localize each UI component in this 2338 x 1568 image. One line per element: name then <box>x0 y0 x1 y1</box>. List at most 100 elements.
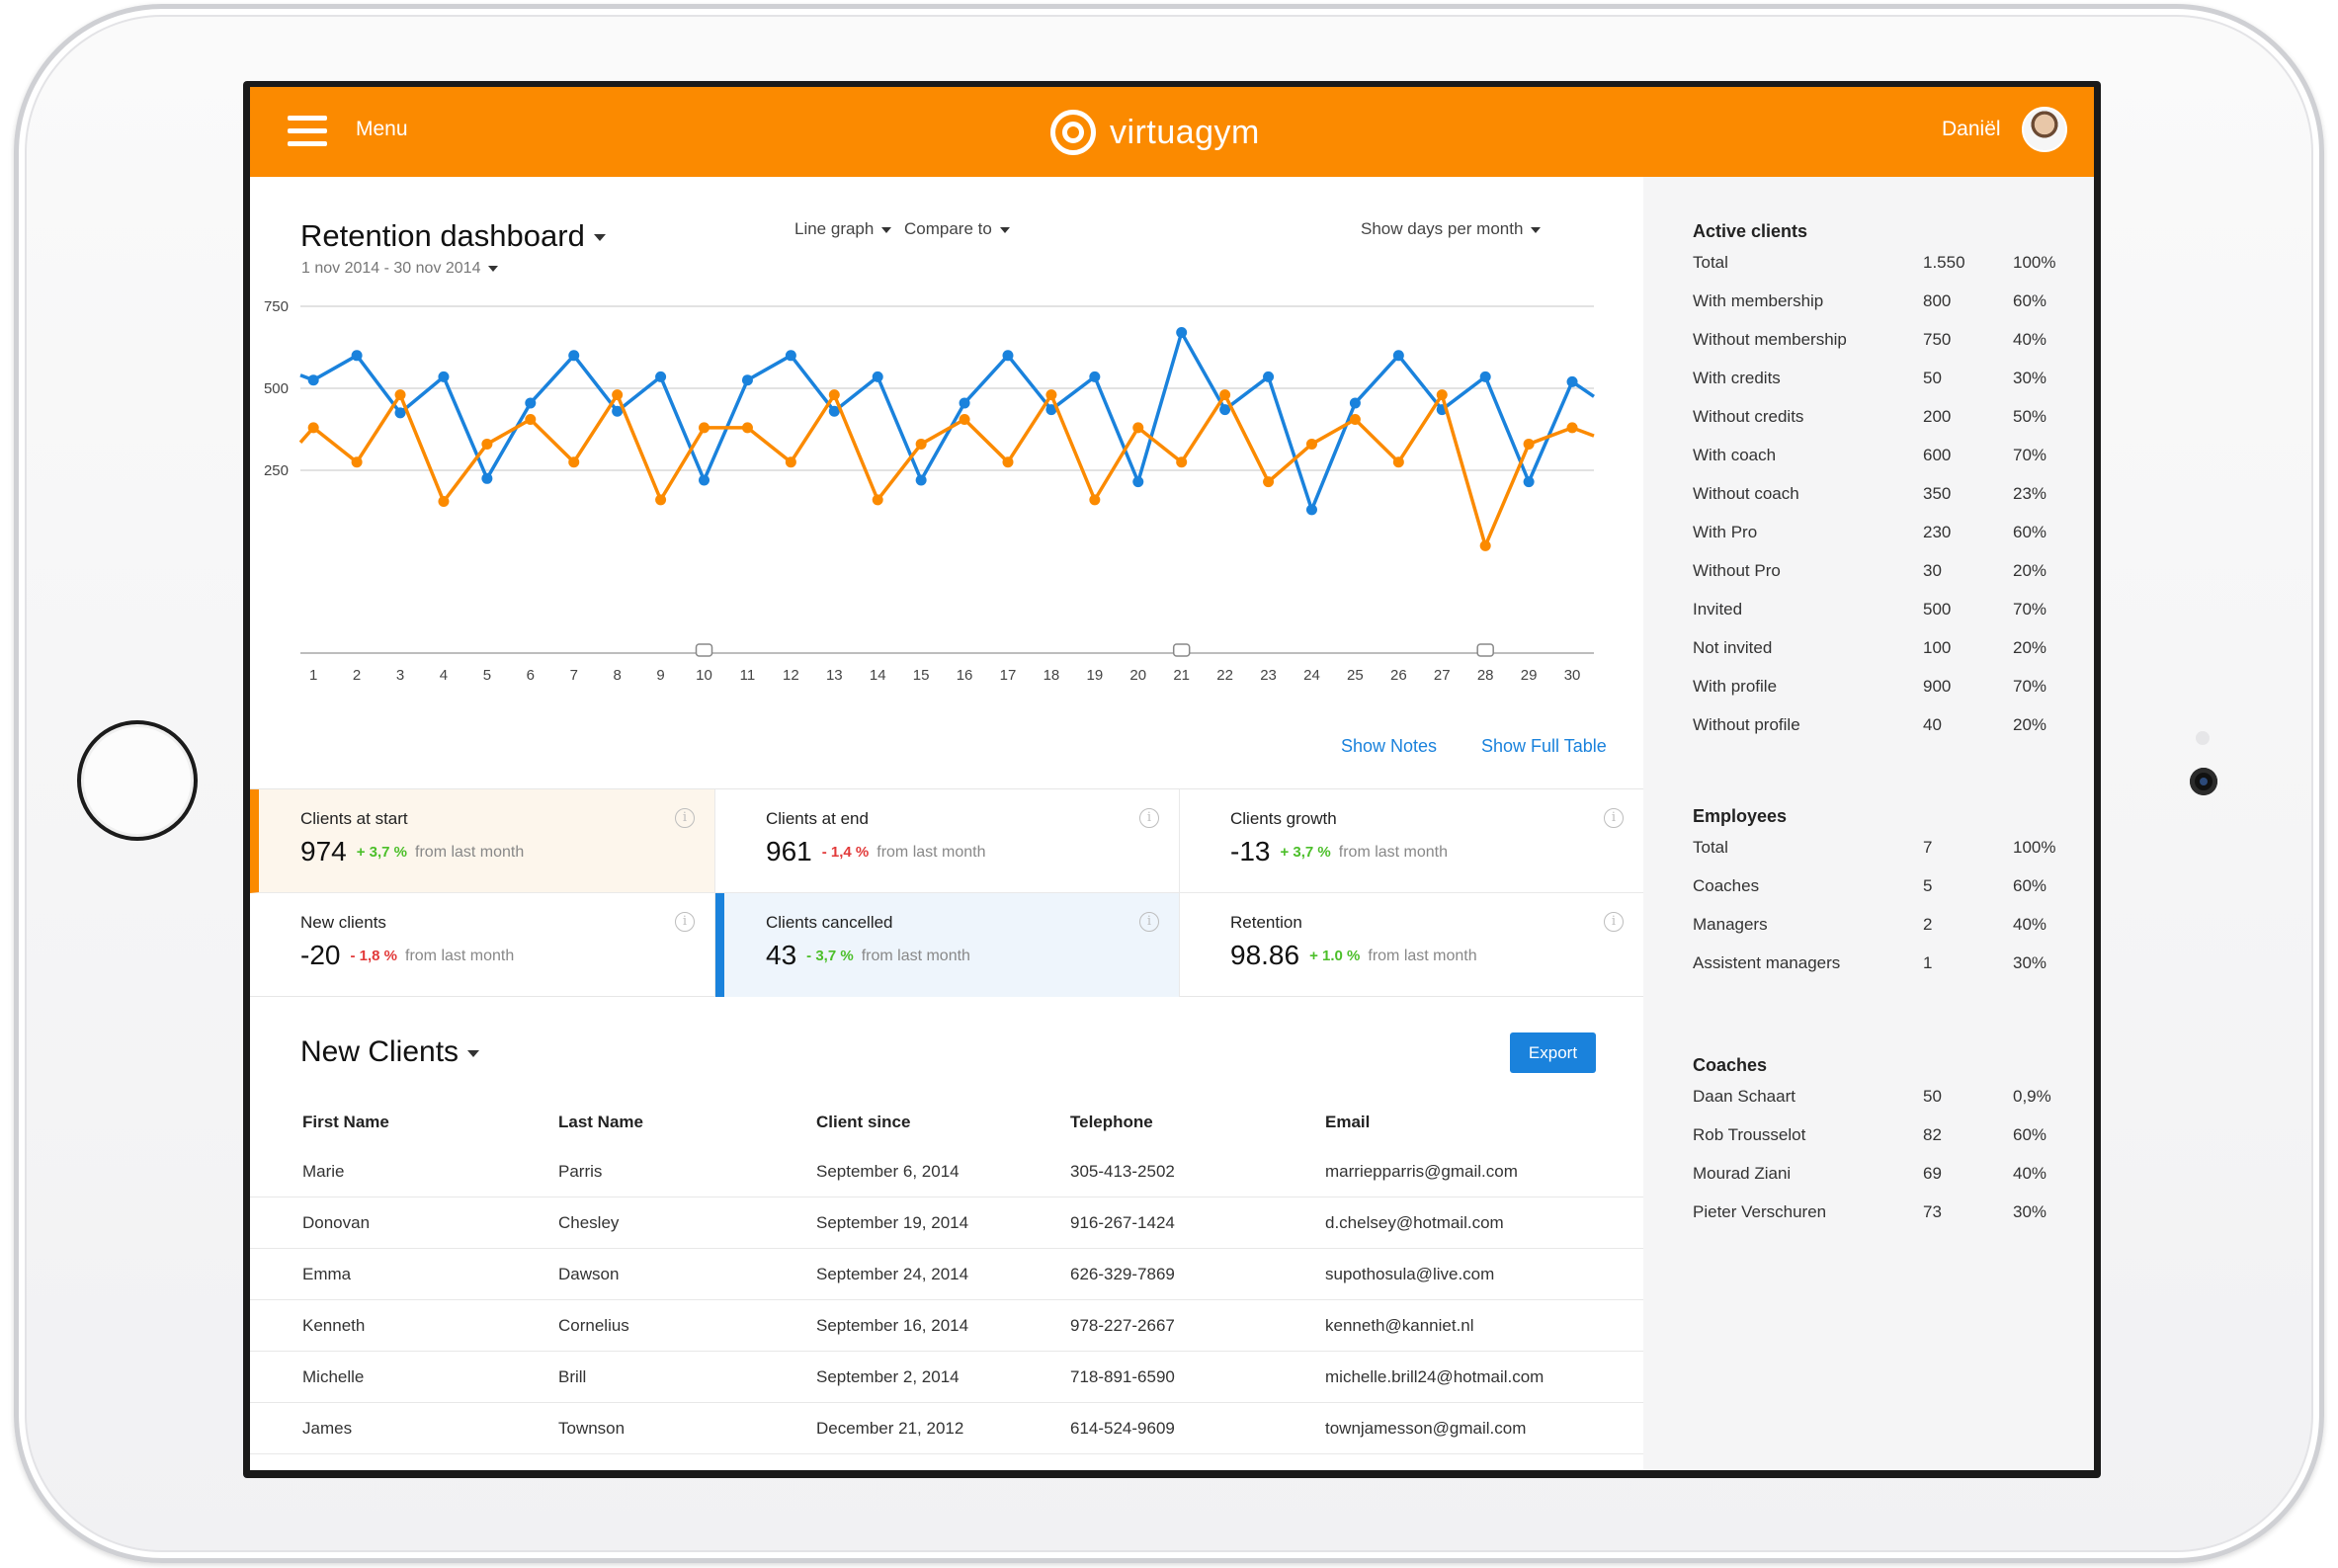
data-point <box>1219 404 1231 416</box>
data-point <box>394 407 406 419</box>
x-tick-label: 5 <box>483 667 491 684</box>
y-tick-label: 500 <box>264 380 289 397</box>
stat-name: With credits <box>1693 369 1781 387</box>
table-row[interactable]: Marie Parris September 6, 2014 305-413-2502… <box>250 1146 1643 1197</box>
new-clients-dropdown[interactable]: New Clients <box>300 1035 480 1069</box>
table-cell: September 19, 2014 <box>816 1213 969 1232</box>
info-icon[interactable]: i <box>1604 912 1624 932</box>
user-name[interactable]: Daniël <box>1942 118 2001 140</box>
sidebar-stat-row: Invited 500 70% <box>1693 600 2068 638</box>
series-line-1 <box>298 392 1595 548</box>
column-header[interactable]: First Name <box>302 1113 389 1131</box>
x-tick-label: 11 <box>740 667 756 684</box>
stat-name: Invited <box>1693 600 1743 619</box>
front-camera <box>2190 768 2217 795</box>
stat-name: With coach <box>1693 446 1777 464</box>
stat-value: 98.86 + 1.0 % from last month <box>1230 940 1477 970</box>
compare-to-label: Compare to <box>904 219 992 238</box>
table-cell: Parris <box>558 1162 603 1181</box>
stat-percent: 60% <box>2013 876 2047 895</box>
show-days-dropdown[interactable]: Show days per month <box>1361 219 1542 239</box>
show-notes-link[interactable]: Show Notes <box>1341 736 1438 756</box>
table-cell: Cornelius <box>558 1316 629 1335</box>
section-title: Coaches <box>1693 1055 1768 1075</box>
data-point <box>741 374 753 386</box>
data-point <box>872 494 883 506</box>
stat-from-text: from last month <box>405 948 515 964</box>
user-avatar[interactable] <box>2022 107 2067 152</box>
x-tick-label: 28 <box>1477 667 1494 684</box>
data-point <box>525 414 537 426</box>
column-header[interactable]: Telephone <box>1070 1113 1153 1131</box>
show-full-table-link[interactable]: Show Full Table <box>1481 736 1607 756</box>
x-tick-label: 30 <box>1564 667 1581 684</box>
stat-value: -13 + 3,7 % from last month <box>1230 836 1449 867</box>
table-cell: Chesley <box>558 1213 620 1232</box>
x-tick-label: 10 <box>696 667 712 684</box>
info-icon[interactable]: i <box>1139 912 1159 932</box>
data-point <box>351 456 363 468</box>
dashboard-title-dropdown[interactable]: Retention dashboard <box>300 218 606 254</box>
table-row[interactable]: James Townson December 21, 2012 614-524-960… <box>250 1403 1643 1454</box>
data-point <box>1305 504 1317 516</box>
info-icon[interactable]: i <box>675 808 695 828</box>
stat-name: With Pro <box>1693 523 1758 541</box>
table-cell: Townson <box>558 1419 626 1438</box>
chevron-down-icon <box>488 265 499 272</box>
sidebar-stat-row: With membership 800 60% <box>1693 291 2068 330</box>
column-header[interactable]: Email <box>1325 1113 1371 1131</box>
stat-count: 82 <box>1923 1125 1942 1144</box>
graph-type-dropdown[interactable]: Line graph <box>794 219 892 239</box>
data-point <box>1002 456 1014 468</box>
data-point <box>1349 397 1361 409</box>
stat-clients-at-start[interactable]: Clients at start 974 + 3,7 % from last mon… <box>250 789 715 893</box>
menu-hamburger-icon[interactable] <box>288 116 327 147</box>
table-row[interactable]: Kenneth Cornelius September 16, 2014 978-22… <box>250 1300 1643 1352</box>
data-point <box>307 374 319 386</box>
sidebar-stat-row: Daan Schaart 50 0,9% <box>1693 1087 2068 1125</box>
coaches-list: Daan Schaart 50 0,9% Rob Trousselot 82 60% Mou… <box>1693 1087 2068 1241</box>
logo[interactable]: virtuagym <box>1050 109 1260 156</box>
stat-percent: 60% <box>2013 291 2047 310</box>
sidebar-stat-row: Coaches 5 60% <box>1693 876 2068 915</box>
compare-to-dropdown[interactable]: Compare to <box>904 219 1010 239</box>
data-point <box>655 371 667 382</box>
stat-name: Coaches <box>1693 876 1760 895</box>
column-header[interactable]: Client since <box>816 1113 911 1131</box>
new-clients-table: First Name Last Name Client since Teleph… <box>250 1103 1643 1470</box>
table-cell: 718-891-6590 <box>1070 1367 1175 1386</box>
table-cell: Brill <box>558 1367 587 1386</box>
stat-count: 900 <box>1923 677 1952 696</box>
menu-label[interactable]: Menu <box>356 118 408 140</box>
stat-delta: - 1,8 % <box>350 948 397 964</box>
stat-delta: - 3,7 % <box>806 948 854 964</box>
stat-new-clients[interactable]: New clients -20- 1,8 % from last month i <box>250 893 715 997</box>
stat-count: 50 <box>1923 1087 1942 1106</box>
stat-clients-at-end[interactable]: Clients at end 961- 1,4 % from last month… <box>715 789 1180 893</box>
info-icon[interactable]: i <box>675 912 695 932</box>
stat-retention[interactable]: Retention 98.86 + 1.0 % from last month i <box>1180 893 1643 997</box>
data-point <box>699 474 710 486</box>
stat-percent: 0,9% <box>2013 1087 2051 1106</box>
stat-count: 7 <box>1923 838 1933 857</box>
info-icon[interactable]: i <box>1139 808 1159 828</box>
data-point <box>1045 389 1057 401</box>
y-tick-label: 750 <box>264 298 289 315</box>
sidebar-stat-row: With credits 50 30% <box>1693 369 2068 407</box>
stat-count: 350 <box>1923 484 1952 503</box>
export-button[interactable]: Export <box>1510 1032 1596 1073</box>
date-range-dropdown[interactable]: 1 nov 2014 - 30 nov 2014 <box>301 260 499 278</box>
stat-clients-growth[interactable]: Clients growth -13 + 3,7 % from last month… <box>1180 789 1643 893</box>
column-header[interactable]: Last Name <box>558 1113 643 1131</box>
table-row[interactable]: Emma Dawson September 24, 2014 626-329-7869… <box>250 1249 1643 1300</box>
x-tick-label: 14 <box>870 667 886 684</box>
table-cell: Marie <box>302 1162 345 1181</box>
stat-percent: 70% <box>2013 446 2047 464</box>
data-point <box>1176 327 1188 339</box>
stat-clients-cancelled[interactable]: Clients cancelled 43- 3,7 % from last mon… <box>715 893 1180 997</box>
table-row[interactable]: Donovan Chesley September 19, 2014 916-267-… <box>250 1197 1643 1249</box>
info-icon[interactable]: i <box>1604 808 1624 828</box>
home-button[interactable] <box>77 720 198 841</box>
